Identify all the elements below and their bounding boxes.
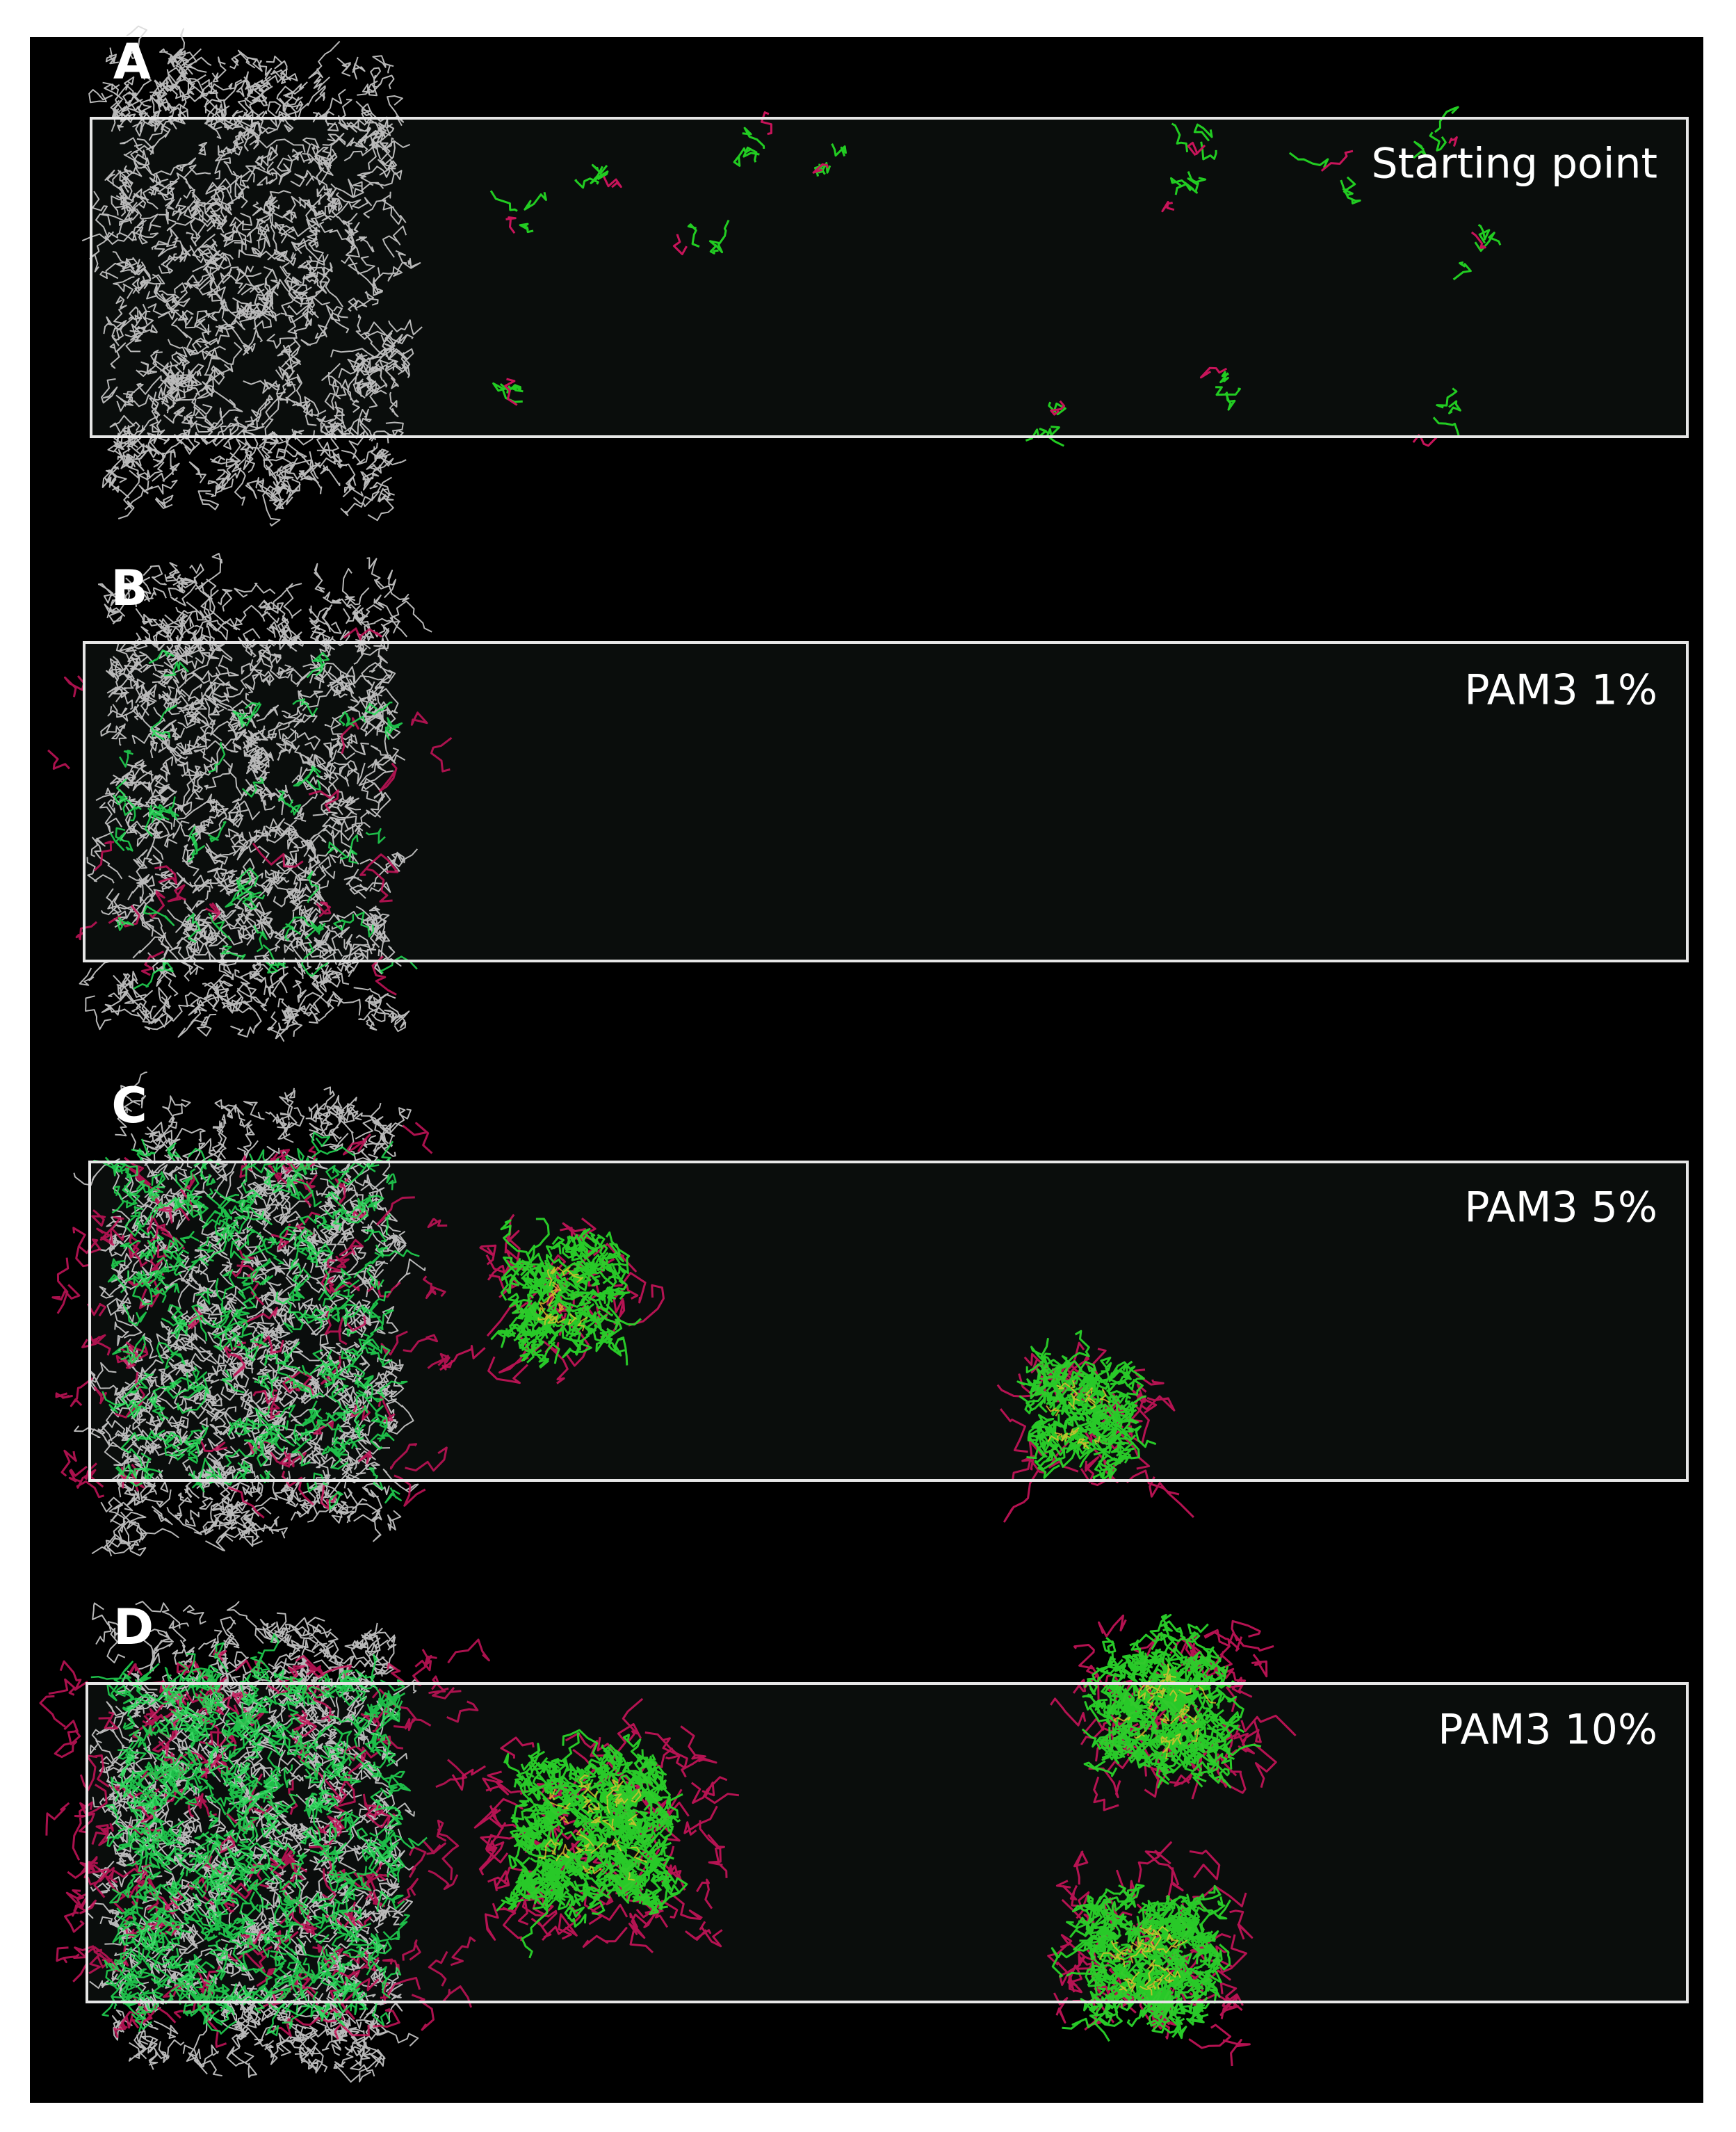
small-tail (504, 378, 518, 406)
chain-cluster (490, 1218, 642, 1368)
small-tail (1470, 231, 1486, 249)
small-chain (1171, 122, 1217, 161)
small-chain (1170, 171, 1207, 195)
small-tail (603, 176, 622, 188)
panel: C PAM3 5% (51, 1071, 1689, 1557)
small-chain (687, 219, 730, 255)
small-tail (1320, 150, 1354, 172)
small-tail (761, 111, 772, 136)
small-chain (1432, 387, 1461, 437)
small-chain (1452, 224, 1502, 281)
small-tail (505, 216, 517, 234)
slab-green (90, 1633, 428, 2037)
small-chain (1288, 152, 1361, 204)
panel-box (90, 117, 1689, 438)
chain-core (538, 1775, 647, 1881)
panel-letter: C (111, 1077, 147, 1134)
chain-cluster (496, 1729, 688, 1959)
slab-green (93, 1131, 420, 1510)
panel: B PAM3 1% (47, 553, 1689, 1042)
panel-box-fill (87, 1683, 1687, 2002)
panel-label: PAM3 5% (1464, 1184, 1657, 1232)
slab-tails (47, 627, 453, 996)
small-tail (1050, 400, 1066, 416)
slab-chains (81, 25, 423, 526)
slab-green (109, 649, 418, 990)
panels: A Starting point B PAM3 1% C PAM3 5% D PAM3 10% (39, 25, 1689, 2083)
small-chain (574, 163, 609, 189)
panel-label: Starting point (1372, 140, 1657, 188)
panel-label: PAM3 1% (1464, 666, 1657, 715)
small-chain (492, 382, 524, 403)
panel: A Starting point (81, 25, 1689, 526)
chain-core (1098, 1925, 1188, 1996)
small-tail (1448, 136, 1458, 147)
small-tail (1199, 366, 1228, 379)
small-chain (1215, 371, 1241, 411)
small-chain (733, 127, 765, 167)
small-tail (672, 234, 688, 255)
chain-core (537, 1266, 587, 1332)
panel-box (88, 1161, 1689, 1482)
slab-tails (39, 1638, 490, 2048)
panel-box (83, 641, 1689, 962)
small-tail (812, 163, 829, 174)
chain-core (1113, 1663, 1217, 1759)
small-chain (1410, 106, 1459, 159)
chain-core (1046, 1380, 1110, 1449)
small-tail (1187, 141, 1206, 156)
panel-box (86, 1682, 1689, 2003)
panel-letter: B (111, 560, 147, 617)
panel-letter: A (113, 33, 151, 90)
panel-label: PAM3 10% (1438, 1706, 1657, 1754)
panel: D PAM3 10% (39, 1599, 1689, 2083)
small-chain (489, 190, 547, 234)
small-tail (1161, 201, 1175, 213)
panel-letter: D (113, 1599, 154, 1656)
